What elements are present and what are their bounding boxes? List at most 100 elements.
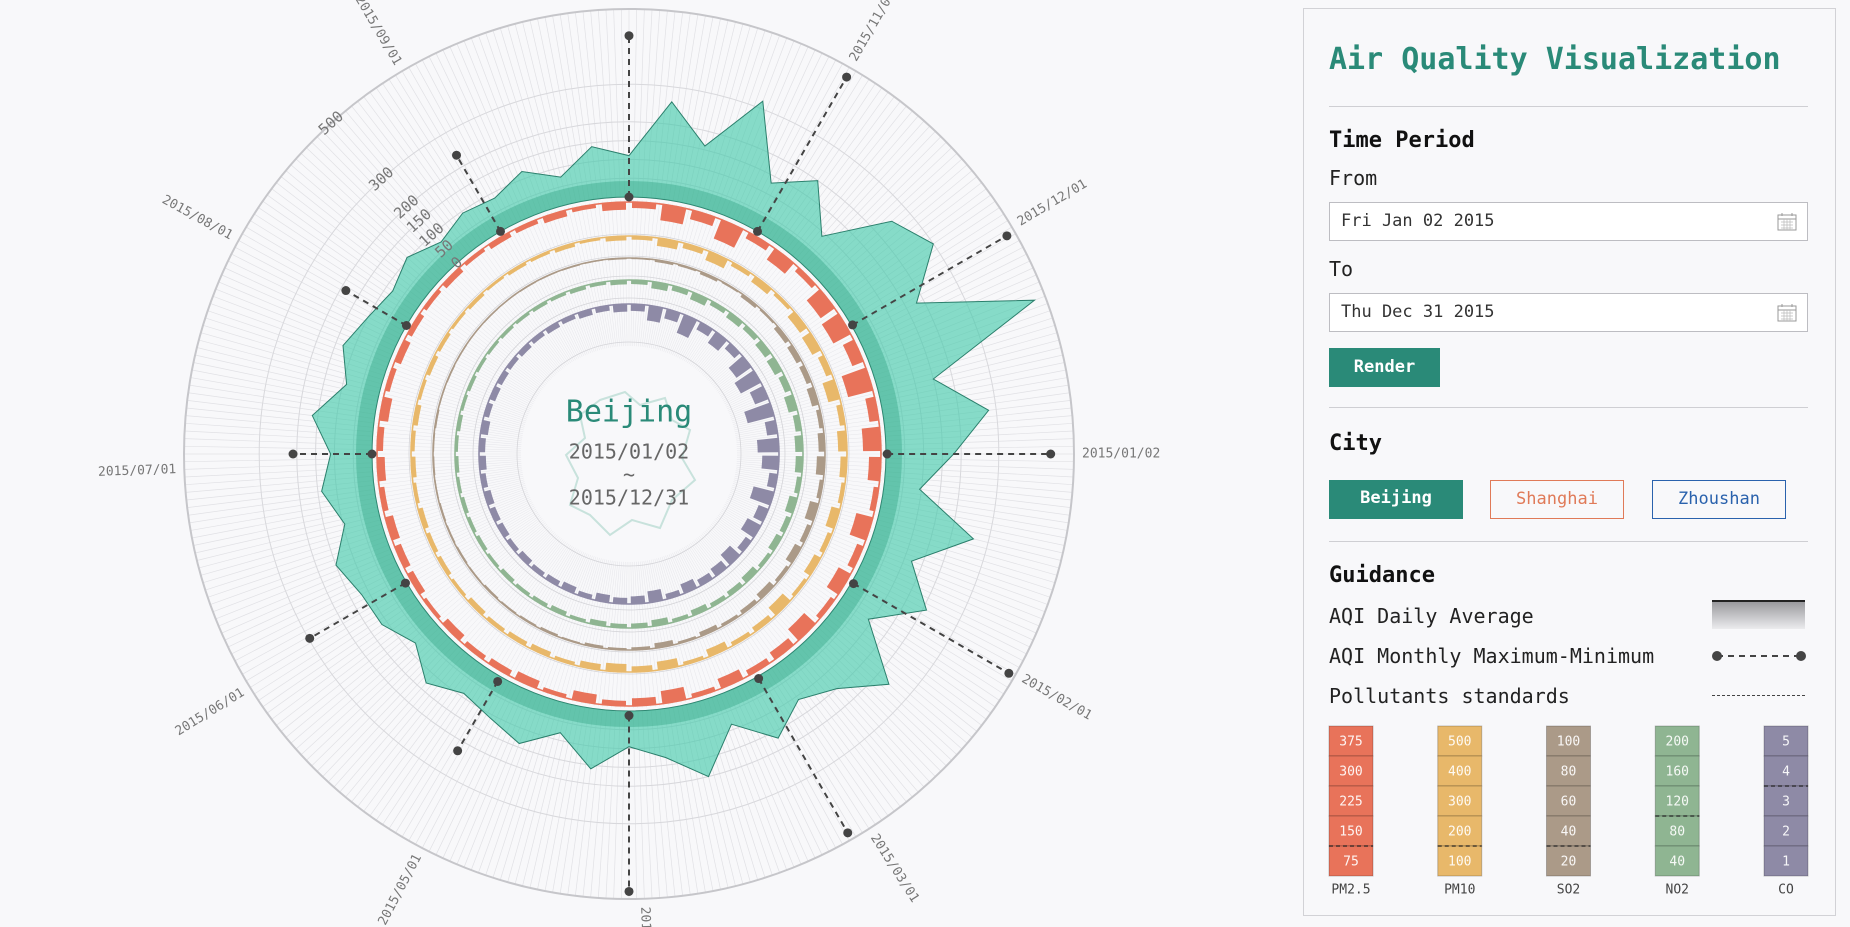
- pollutant-bar: [819, 532, 832, 553]
- pollutant-bar: [483, 584, 499, 600]
- pollutant-bar: [804, 500, 819, 522]
- pollutant-bar: [451, 578, 467, 597]
- date-label: 2015/04/01: [637, 906, 655, 927]
- standard-swatch: [1712, 695, 1805, 696]
- to-date-input[interactable]: Thu Dec 31 2015: [1329, 293, 1808, 332]
- pollutant-bar: [589, 618, 607, 627]
- city-outline: [564, 390, 697, 537]
- pollutant-bar: [412, 404, 422, 426]
- pollutant-bar: [506, 355, 519, 370]
- divider: [1329, 407, 1808, 408]
- pollutant-bar: [745, 658, 770, 676]
- pollutant-bar: [839, 456, 847, 478]
- from-date-input[interactable]: Fri Jan 02 2015: [1329, 202, 1808, 241]
- pollutant-bar: [705, 641, 728, 657]
- pollutant-bar: [660, 686, 687, 704]
- pollutant-bar: [487, 340, 500, 355]
- min-dot: [848, 320, 858, 330]
- pollutant-bar: [545, 322, 561, 334]
- pollutant-bar: [631, 202, 657, 210]
- pollutant-bar: [817, 432, 825, 452]
- center-city: Beijing: [566, 395, 692, 430]
- pollutant-bar: [740, 518, 761, 538]
- max-dot: [452, 150, 462, 160]
- pollutant-bar: [426, 355, 439, 376]
- pollutant-bar: [607, 647, 627, 650]
- pollutant-bar: [730, 262, 751, 277]
- pollutant-bar: [836, 404, 846, 426]
- pollutant-bar: [475, 535, 488, 552]
- pollutant-bar: [690, 603, 708, 616]
- pollutant-bar: [821, 313, 851, 344]
- city-button[interactable]: Beijing: [1329, 480, 1463, 519]
- pollutant-bar: [651, 281, 669, 292]
- pollutant-bar: [792, 414, 802, 432]
- y-tick-label: 150: [403, 205, 435, 237]
- city-button[interactable]: Shanghai: [1490, 480, 1624, 519]
- date-label: 2015/09/01: [352, 0, 405, 68]
- pollutant-bar: [514, 219, 539, 234]
- pollutant-bar: [631, 696, 657, 706]
- pollutant-bar: [569, 614, 587, 623]
- pollutant-bar: [560, 314, 576, 325]
- pollutant-bar: [577, 590, 593, 600]
- pollutant-bar: [561, 264, 581, 271]
- ring-baseline: [478, 303, 780, 605]
- pollutant-bar: [671, 285, 689, 296]
- pollutant-bar: [530, 643, 552, 657]
- pollutant-bar: [773, 292, 791, 310]
- pollutant-bar: [467, 597, 486, 616]
- pollutant-bar: [794, 476, 802, 494]
- pollutant-bar: [713, 219, 744, 248]
- max-dot: [288, 449, 298, 459]
- pollutant-bar: [757, 552, 771, 568]
- pollutant-bar: [837, 482, 846, 504]
- pollutant-bar: [740, 294, 758, 309]
- pollutant-bar: [377, 426, 385, 452]
- y-tick-label: 0: [447, 253, 466, 272]
- field-label: From: [1329, 166, 1378, 190]
- date-label: 2015/02/01: [1019, 672, 1094, 724]
- pollutant-bar: [550, 605, 567, 616]
- pollutant-bar: [571, 690, 597, 704]
- calendar-icon: [1777, 213, 1797, 231]
- date-label: 2015/12/01: [1015, 177, 1090, 230]
- pollutant-bar: [788, 613, 816, 641]
- pollutant-bar: [724, 342, 741, 359]
- center-to: 2015/12/31: [569, 486, 689, 510]
- pollutant-bar: [705, 251, 728, 269]
- pollutant-bar: [423, 597, 441, 619]
- pollutant-bar: [779, 515, 791, 533]
- aqi-area: [311, 100, 1037, 778]
- pollutant-bar: [787, 311, 807, 333]
- pollutant-bar: [755, 340, 771, 358]
- render-button[interactable]: Render: [1329, 348, 1440, 387]
- pollutant-bar: [751, 614, 772, 632]
- pollutant-bar: [455, 435, 459, 452]
- pollutant-bar: [439, 386, 446, 406]
- city-button[interactable]: Zhoushan: [1652, 480, 1786, 519]
- min-dot: [849, 579, 859, 589]
- pollutant-bar: [554, 655, 576, 666]
- pollutant-bar: [607, 258, 627, 261]
- pollutant-bar: [475, 356, 487, 373]
- max-min-line: [852, 234, 1008, 326]
- pollutant-bar: [479, 455, 487, 471]
- pollutant-bar: [542, 210, 568, 224]
- pollutant-bar: [497, 370, 509, 386]
- pollutant-bar: [550, 292, 567, 302]
- pollutant-bar: [825, 506, 841, 529]
- pollutant-bar: [442, 618, 465, 641]
- pollutant-bar: [794, 267, 816, 289]
- pollutant-bar: [753, 504, 769, 523]
- max-dot: [341, 286, 351, 296]
- pollutant-bar: [610, 280, 627, 286]
- input-value: Fri Jan 02 2015: [1341, 211, 1495, 231]
- pollutant-bar: [488, 658, 513, 676]
- pollutant-bar: [759, 308, 775, 324]
- pollutant-bar: [464, 248, 486, 266]
- pollutant-bar: [739, 599, 758, 614]
- pollutant-bar: [417, 379, 427, 400]
- pollutant-bar: [791, 578, 807, 597]
- calendar-icon: [1777, 304, 1797, 322]
